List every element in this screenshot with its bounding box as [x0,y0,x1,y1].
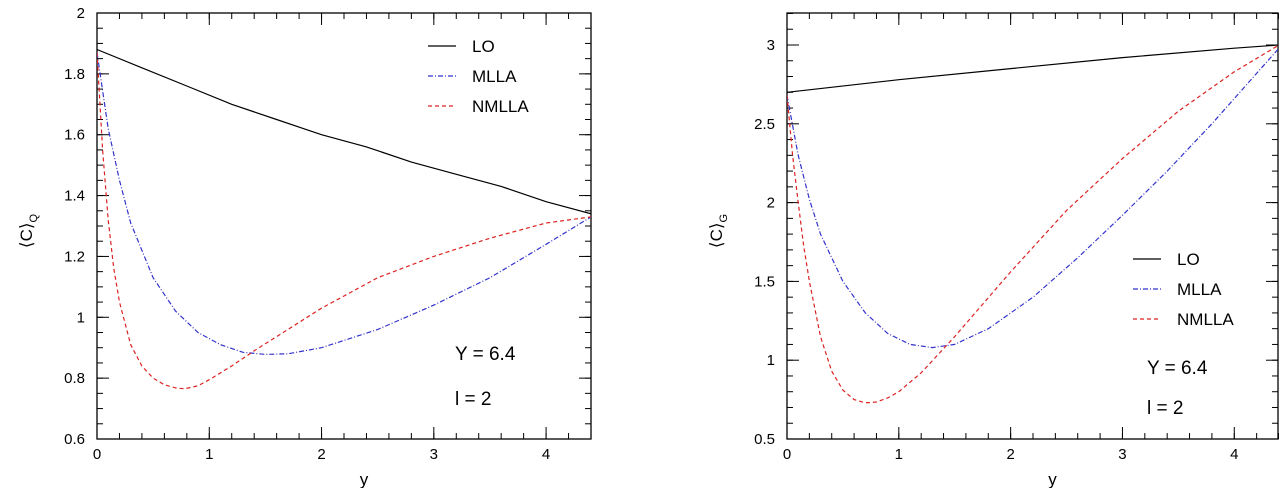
y-tick-label: 1.2 [64,248,85,265]
series-line-lo [97,48,591,215]
y-tick-label: 0.5 [754,431,775,448]
panel-left: 0 1 2 3 4 0.6 0.8 1 1.2 1.4 1.6 1.8 2 y ⟨C⟩Q LO MLLA NMLL… [17,5,592,488]
y-tick-label: 1.5 [754,273,775,290]
series-line-nmlla [97,52,591,390]
y-tick-label: 1 [77,309,85,326]
series-line-nmlla [787,44,1278,404]
annotation: l = 2 [1147,398,1183,419]
y-tick-label: 1.8 [64,66,85,83]
series-line-mlla [97,52,591,356]
y-axis-label-sub: Q [28,214,40,223]
series-line-lo [787,44,1278,93]
x-tick-label: 2 [1006,446,1014,463]
x-tick-label: 4 [1230,446,1238,463]
x-tick-label: 3 [430,446,438,463]
y-axis-label-main: ⟨C⟩ [17,223,36,249]
y-tick-label: 0.6 [64,431,85,448]
legend-label-nmlla: NMLLA [472,97,529,116]
legend-label-lo: LO [1177,250,1200,269]
legend-label-lo: LO [472,37,495,56]
annotation: l = 2 [455,389,491,410]
y-tick-label: 2 [77,5,85,22]
annotation: Y = 6.4 [455,344,516,365]
y-tick-label: 1.4 [64,188,85,205]
x-tick-label: 0 [783,446,791,463]
y-tick-label: 2 [767,195,775,212]
plot-frame [96,12,592,440]
x-tick-label: 1 [895,446,903,463]
legend-label-mlla: MLLA [472,67,517,86]
legend-label-mlla: MLLA [1177,280,1222,299]
series-line-mlla [787,48,1278,349]
y-tick-label: 1.6 [64,127,85,144]
y-tick-label: 1 [767,352,775,369]
x-tick-label: 1 [205,446,213,463]
y-axis-label-sub: G [718,214,730,223]
y-axis-label: ⟨C⟩G [707,214,730,248]
panel-right: 0 1 2 3 4 0.5 1 1.5 2 2.5 3 y ⟨C⟩G LO MLLA NMLLA Y = 6.4… [707,12,1279,488]
x-axis-label: y [1048,470,1057,488]
x-tick-label: 0 [93,446,101,463]
x-tick-label: 3 [1118,446,1126,463]
y-tick-label: 3 [767,37,775,54]
y-tick-label: 2.5 [754,116,775,133]
x-tick-label: 2 [317,446,325,463]
annotation: Y = 6.4 [1147,358,1208,379]
y-tick-label: 0.8 [64,370,85,387]
y-axis-label-main: ⟨C⟩ [707,223,726,249]
legend-label-nmlla: NMLLA [1177,310,1234,329]
y-axis-label: ⟨C⟩Q [17,214,40,249]
x-tick-label: 4 [542,446,550,463]
x-axis-label: y [360,470,369,488]
